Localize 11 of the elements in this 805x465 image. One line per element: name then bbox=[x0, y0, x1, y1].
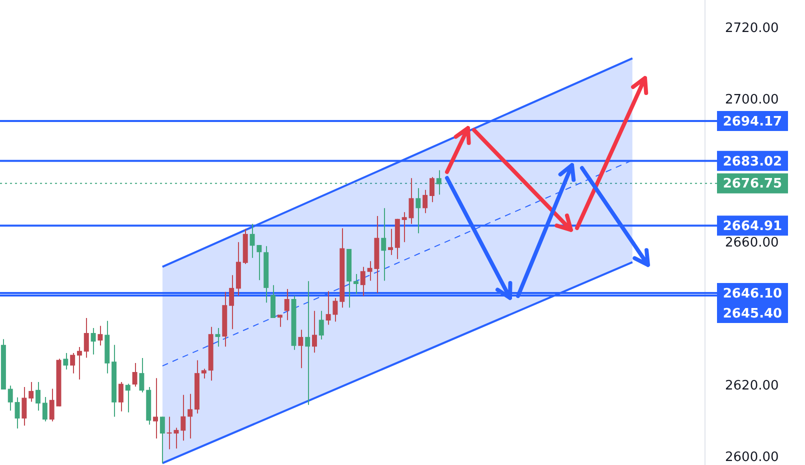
y-tick-label: 2720.00 bbox=[725, 20, 779, 36]
ref-line-label: 2676.75 bbox=[722, 176, 782, 192]
ref-line-label: 2645.40 bbox=[722, 306, 782, 322]
y-tick-label: 2660.00 bbox=[725, 236, 779, 251]
ref-line-label: 2664.91 bbox=[722, 219, 782, 234]
y-tick-label: 2700.00 bbox=[725, 92, 779, 108]
ref-line-label: 2683.02 bbox=[722, 154, 782, 170]
y-tick-label: 2600.00 bbox=[725, 450, 779, 465]
ref-line-label: 2694.17 bbox=[722, 114, 782, 130]
y-tick-label: 2620.00 bbox=[725, 378, 779, 394]
ref-line-label: 2646.10 bbox=[722, 286, 782, 302]
